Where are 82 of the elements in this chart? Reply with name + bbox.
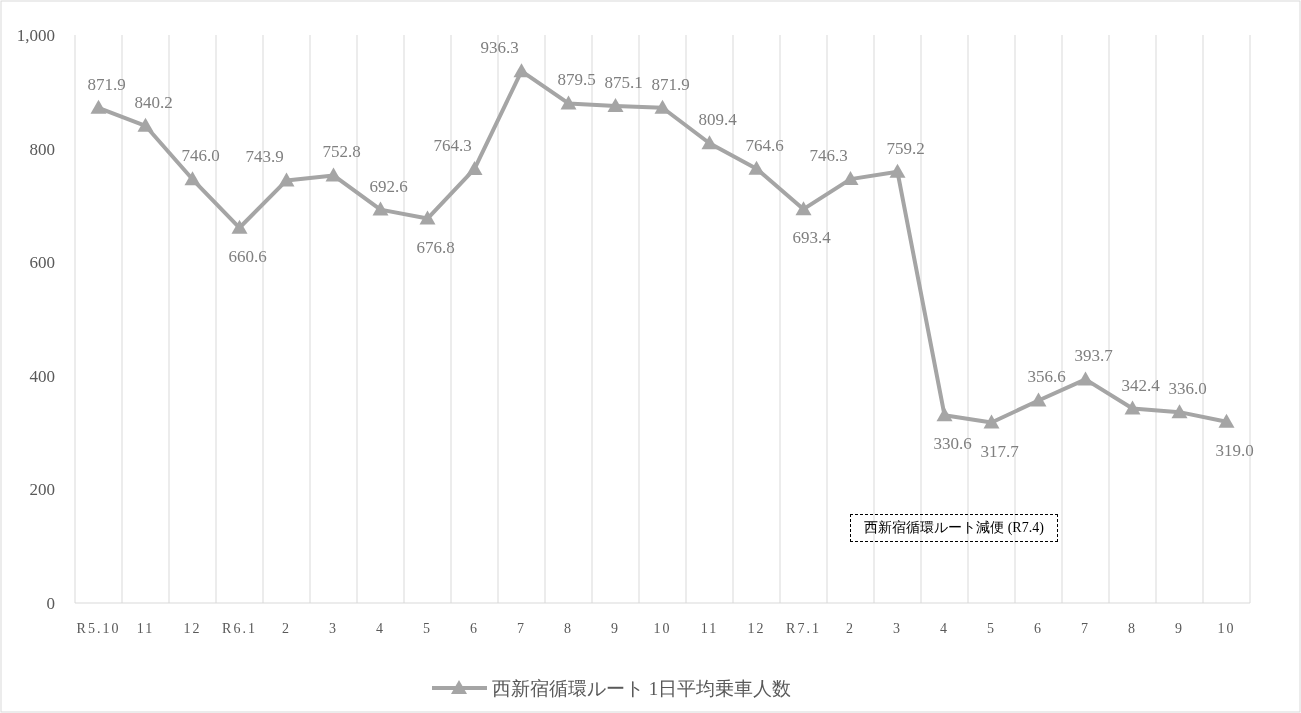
- y-tick-label: 200: [29, 480, 55, 500]
- data-label: 676.8: [416, 237, 455, 257]
- point: [184, 171, 201, 186]
- x-tick-label: 12: [747, 621, 766, 636]
- data-label: 871.9: [651, 74, 690, 94]
- y-tick-label: 1,000: [16, 26, 55, 45]
- data-label: 693.4: [792, 228, 832, 248]
- point: [1124, 400, 1141, 415]
- data-label: 746.0: [181, 146, 220, 166]
- point: [936, 407, 953, 422]
- y-tick-label: 400: [29, 366, 55, 386]
- x-tick-label: 10: [1217, 621, 1236, 636]
- point: [466, 160, 483, 175]
- point: [1171, 404, 1188, 419]
- x-tick-label: 6: [470, 621, 479, 636]
- point: [607, 97, 624, 112]
- point: [560, 95, 577, 110]
- data-label: 875.1: [604, 72, 643, 92]
- x-tick-label: 11: [136, 621, 155, 636]
- x-tick-label: 10: [653, 621, 672, 636]
- x-tick-label: R7.1: [786, 621, 821, 636]
- point: [513, 63, 530, 78]
- data-label: 840.2: [134, 92, 173, 112]
- data-label: 330.6: [933, 434, 972, 454]
- x-tick-label: 5: [423, 621, 432, 636]
- x-tick-label: 7: [517, 621, 526, 636]
- point: [748, 160, 765, 175]
- x-tick-label: 4: [376, 621, 385, 636]
- point: [889, 163, 906, 178]
- point: [983, 414, 1000, 429]
- x-tick-label: R6.1: [222, 621, 257, 636]
- point: [1077, 371, 1094, 386]
- point: [1030, 392, 1047, 407]
- x-tick-label: R5.10: [76, 621, 121, 636]
- data-label: 746.3: [809, 146, 848, 166]
- point: [90, 99, 107, 114]
- data-label: 936.3: [480, 38, 519, 58]
- data-label: 764.3: [433, 135, 472, 155]
- x-tick-label: 3: [329, 621, 338, 636]
- x-tick-label: 11: [700, 621, 719, 636]
- data-label: 743.9: [245, 147, 284, 167]
- data-label: 342.4: [1121, 375, 1161, 395]
- data-label: 871.9: [87, 74, 126, 94]
- data-label: 764.6: [745, 135, 784, 155]
- point: [372, 201, 389, 216]
- point: [701, 135, 718, 150]
- point: [419, 210, 436, 225]
- x-tick-label: 2: [282, 621, 291, 636]
- x-tick-label: 4: [940, 621, 949, 636]
- point: [231, 219, 248, 234]
- x-tick-label: 5: [987, 621, 996, 636]
- x-tick-label: 12: [183, 621, 202, 636]
- x-tick-label: 7: [1081, 621, 1090, 636]
- x-tick-label: 9: [611, 621, 620, 636]
- legend-label: 西新宿循環ルート 1日平均乗車人数: [492, 678, 792, 699]
- x-tick-label: 3: [893, 621, 902, 636]
- data-label: 319.0: [1215, 440, 1254, 460]
- data-label: 809.4: [698, 110, 738, 130]
- point: [795, 201, 812, 216]
- x-tick-label: 8: [1128, 621, 1137, 636]
- data-label: 759.2: [886, 138, 925, 158]
- x-tick-label: 6: [1034, 621, 1043, 636]
- point: [325, 167, 342, 182]
- data-label: 393.7: [1074, 346, 1114, 366]
- x-tick-label: 8: [564, 621, 573, 636]
- point: [654, 99, 671, 114]
- point: [278, 172, 295, 187]
- point: [137, 117, 154, 132]
- point: [1218, 413, 1235, 428]
- data-label: 660.6: [228, 246, 267, 266]
- data-label: 317.7: [980, 441, 1020, 461]
- y-tick-label: 800: [29, 139, 55, 159]
- data-label: 692.6: [369, 176, 408, 196]
- annotation: 西新宿循環ルート減便 (R7.4): [850, 514, 1058, 543]
- data-label: 356.6: [1027, 367, 1066, 387]
- data-label: 336.0: [1168, 379, 1207, 399]
- x-tick-label: 9: [1175, 621, 1184, 636]
- data-label: 879.5: [557, 70, 596, 90]
- y-tick-label: 600: [29, 253, 55, 273]
- x-tick-label: 2: [846, 621, 855, 636]
- y-tick-label: 0: [46, 594, 55, 613]
- data-label: 752.8: [322, 142, 361, 162]
